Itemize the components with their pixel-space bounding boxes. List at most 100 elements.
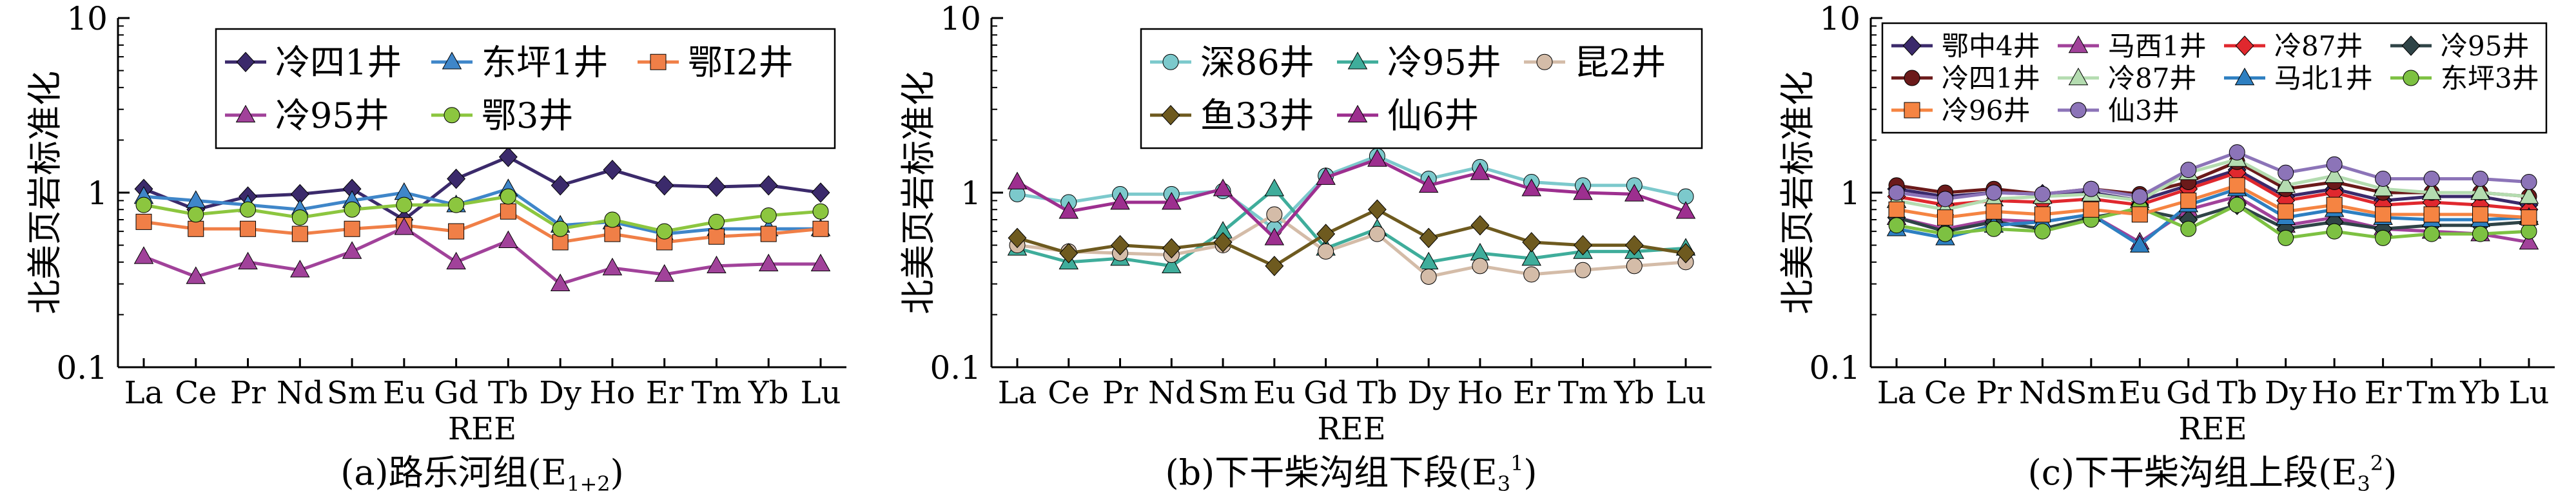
x-tick-label: Er bbox=[2365, 375, 2402, 411]
legend-swatch-marker bbox=[2234, 67, 2255, 86]
data-point bbox=[1888, 201, 1905, 218]
legend-label: 冷87井 bbox=[2108, 62, 2196, 94]
data-point bbox=[2083, 201, 2100, 218]
legend-swatch-marker bbox=[2068, 67, 2089, 86]
x-tick-label: Dy bbox=[2265, 375, 2307, 411]
x-axis-label: REE bbox=[1317, 411, 1385, 447]
caption-main: (a)路乐河组(E bbox=[340, 452, 567, 493]
legend-label: 东坪1井 bbox=[482, 43, 608, 83]
data-point bbox=[2423, 206, 2440, 223]
data-point bbox=[498, 230, 518, 249]
data-point bbox=[1470, 215, 1490, 236]
legend-item: 冷四1井 bbox=[225, 43, 402, 83]
caption-end: ) bbox=[2383, 452, 2397, 493]
data-point bbox=[1367, 199, 1387, 220]
data-point bbox=[2180, 192, 2197, 209]
x-tick-label: Ho bbox=[1458, 375, 1503, 411]
data-point bbox=[1162, 238, 1181, 259]
x-tick-label: Pr bbox=[1976, 375, 2011, 411]
data-point bbox=[708, 228, 725, 245]
data-point bbox=[2229, 196, 2245, 213]
x-tick-label: Ho bbox=[2312, 375, 2357, 411]
legend-label: 冷95井 bbox=[2441, 30, 2529, 62]
data-point bbox=[2278, 164, 2294, 181]
x-tick-label: Yb bbox=[2459, 375, 2500, 411]
x-tick-label: Nd bbox=[2019, 375, 2066, 411]
legend-swatch-marker bbox=[1902, 35, 1922, 56]
data-point bbox=[1986, 220, 2002, 237]
x-tick-label: Eu bbox=[1253, 375, 1296, 411]
legend-label: 昆2井 bbox=[1574, 43, 1666, 83]
data-point bbox=[1418, 175, 1439, 193]
data-point bbox=[1367, 149, 1387, 167]
legend-item: 仙6井 bbox=[1337, 95, 1479, 136]
data-point bbox=[1265, 256, 1284, 276]
y-tick-label: 1 bbox=[1840, 175, 1860, 212]
x-tick-label: Tb bbox=[2217, 375, 2258, 411]
data-point bbox=[1676, 243, 1695, 263]
data-point bbox=[2375, 206, 2392, 223]
data-point bbox=[448, 196, 465, 213]
series-line bbox=[1896, 187, 2530, 247]
series-line bbox=[143, 225, 821, 286]
data-point bbox=[2326, 156, 2343, 173]
data-point bbox=[1521, 248, 1541, 266]
x-tick-label: Er bbox=[646, 375, 683, 411]
legend-swatch-marker bbox=[1536, 53, 1553, 70]
data-point bbox=[2472, 225, 2489, 242]
series-4 bbox=[135, 188, 829, 240]
legend-item: 马西1井 bbox=[2058, 30, 2207, 62]
figure-caption: (c)下干柴沟组上段(E32) bbox=[2028, 451, 2397, 496]
caption-main: (b)下干柴沟组下段(E bbox=[1166, 452, 1498, 493]
data-point bbox=[1626, 258, 1643, 274]
data-point bbox=[2326, 196, 2343, 213]
series-9 bbox=[1888, 144, 2537, 207]
data-point bbox=[1470, 162, 1490, 180]
legend-swatch-marker bbox=[236, 52, 255, 72]
x-tick-label: Tm bbox=[692, 375, 742, 411]
x-tick-label: Lu bbox=[1666, 375, 1706, 411]
data-point bbox=[1316, 224, 1336, 244]
series-0 bbox=[134, 146, 830, 230]
y-tick-label: 0.1 bbox=[930, 349, 981, 387]
data-point bbox=[812, 203, 829, 220]
data-point bbox=[1675, 201, 1696, 219]
data-point bbox=[2423, 225, 2440, 242]
x-tick-label: Er bbox=[1513, 375, 1550, 411]
data-point bbox=[238, 251, 258, 270]
data-point bbox=[2180, 162, 2197, 178]
caption-end: ) bbox=[610, 452, 624, 493]
legend-item: 冷95井 bbox=[225, 95, 389, 136]
y-tick-label: 1 bbox=[87, 175, 108, 212]
data-point bbox=[135, 196, 152, 213]
data-point bbox=[344, 220, 360, 237]
data-point bbox=[448, 223, 465, 240]
legend-swatch-marker bbox=[1347, 52, 1368, 70]
y-axis-label: 北美页岩标准化 bbox=[898, 71, 939, 314]
legend-swatch-marker bbox=[2235, 35, 2254, 56]
legend-swatch-marker bbox=[1904, 70, 1920, 86]
figure-caption: (b)下干柴沟组下段(E31) bbox=[1166, 451, 1537, 496]
data-point bbox=[1470, 242, 1490, 261]
figure-caption: (a)路乐河组(E1+2) bbox=[340, 452, 623, 496]
data-point bbox=[654, 263, 674, 282]
data-point bbox=[446, 251, 466, 270]
data-point bbox=[655, 175, 674, 196]
data-point bbox=[2034, 186, 2051, 202]
caption-subscript: 3 bbox=[1498, 472, 1510, 496]
data-point bbox=[447, 168, 466, 189]
data-point bbox=[2519, 231, 2539, 250]
caption-superscript: 1 bbox=[1510, 451, 1523, 475]
data-point bbox=[2180, 220, 2197, 237]
y-tick-label: 0.1 bbox=[56, 349, 108, 387]
data-point bbox=[188, 220, 204, 237]
data-point bbox=[604, 225, 621, 242]
data-point bbox=[1986, 203, 2002, 220]
data-point bbox=[758, 253, 779, 272]
data-point bbox=[135, 213, 152, 230]
series-3 bbox=[1008, 199, 1695, 276]
data-point bbox=[2229, 144, 2245, 161]
data-point bbox=[708, 213, 725, 230]
data-point bbox=[759, 175, 778, 196]
